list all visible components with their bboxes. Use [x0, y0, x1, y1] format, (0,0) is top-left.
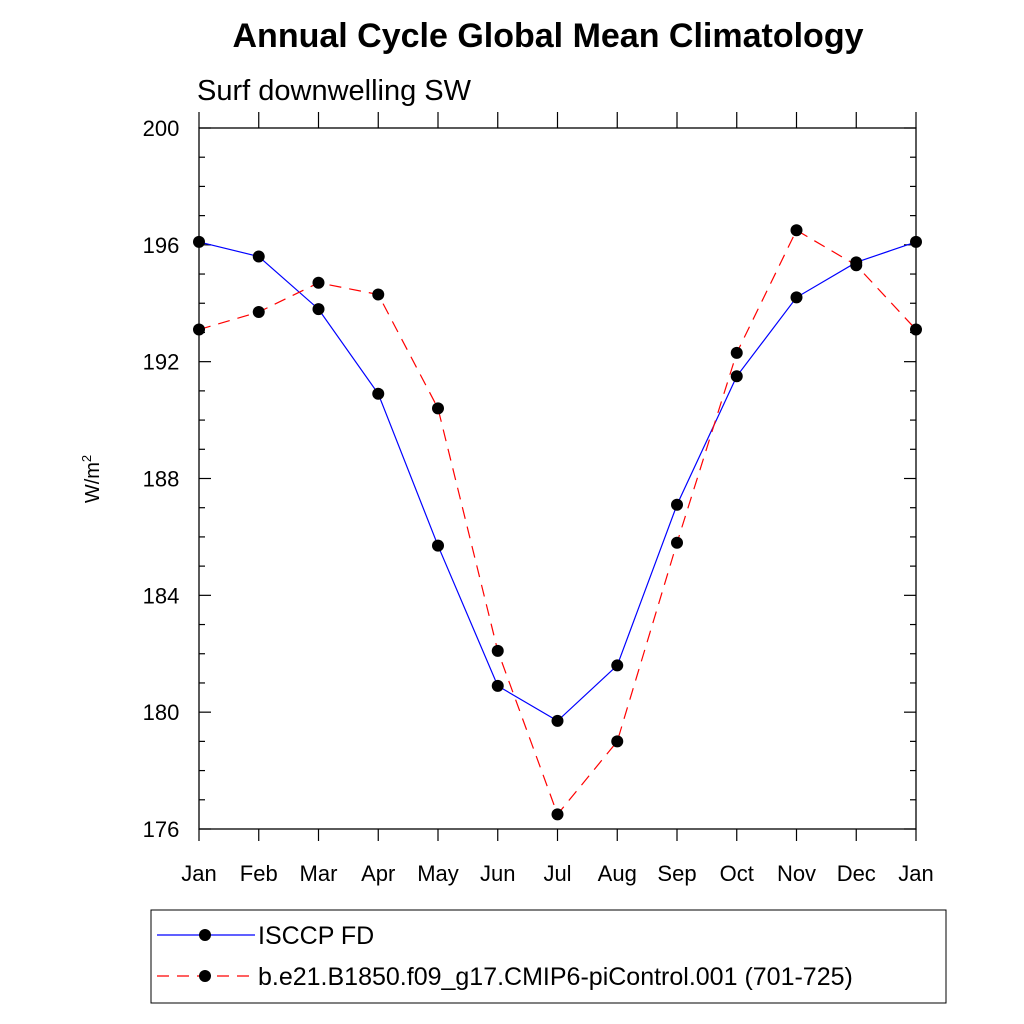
series-2-point: [372, 288, 385, 301]
series-2-point: [491, 644, 504, 657]
y-axis-label: W/m2: [79, 455, 104, 503]
series-1-point: [193, 235, 205, 248]
y-axis-tick-labels: 176 180 184 188 192 196 200: [143, 116, 180, 842]
x-tick-label: May: [417, 861, 459, 886]
x-tick-label: Sep: [657, 861, 696, 886]
series-2-point: [910, 323, 922, 336]
x-tick-label: Feb: [240, 861, 278, 886]
series-2-point: [611, 735, 624, 748]
x-tick-label: Jul: [543, 861, 571, 886]
series-2-point: [432, 402, 444, 415]
y-tick-label: 180: [143, 700, 180, 725]
series-2-point: [730, 346, 743, 359]
series-1-point: [730, 370, 743, 383]
legend: ISCCP FD b.e21.B1850.f09_g17.CMIP6-piCont…: [150, 909, 947, 1004]
y-axis-label-superscript: 2: [79, 455, 94, 462]
axis-ticks: [198, 112, 917, 841]
y-tick-label: 196: [143, 233, 180, 258]
series-1-point: [611, 659, 624, 672]
series-1-point: [790, 291, 803, 304]
legend-box: [150, 909, 947, 1004]
y-tick-label: 184: [143, 583, 180, 608]
series-1-point: [312, 303, 325, 316]
y-axis-label-text: W/m: [82, 462, 104, 503]
x-tick-label: Apr: [361, 861, 395, 886]
x-tick-label: Jun: [480, 861, 515, 886]
series-1-point: [551, 714, 564, 727]
series-line-1: [198, 241, 917, 722]
x-tick-label: Dec: [837, 861, 876, 886]
series-1-point: [910, 235, 922, 248]
x-tick-label: Nov: [777, 861, 816, 886]
legend-label-2: b.e21.B1850.f09_g17.CMIP6-piControl.001 …: [258, 963, 853, 991]
y-tick-label: 176: [143, 817, 180, 842]
series-2-point: [193, 323, 205, 336]
series-2-point: [790, 224, 803, 237]
series-1-point: [252, 250, 265, 263]
chart-title: Annual Cycle Global Mean Climatology: [233, 17, 864, 55]
x-tick-label: Oct: [720, 861, 754, 886]
legend-label-1: ISCCP FD: [258, 922, 374, 950]
x-tick-label: Jan: [898, 861, 933, 886]
legend-items: ISCCP FD b.e21.B1850.f09_g17.CMIP6-piCont…: [157, 922, 853, 991]
x-tick-label: Aug: [598, 861, 637, 886]
series-1-point: [491, 679, 504, 692]
series-1-point: [432, 539, 444, 552]
series-2-point: [850, 259, 863, 272]
series-2-point: [312, 276, 325, 289]
chart-subtitle: Surf downwelling SW: [197, 75, 472, 107]
series-layer: [193, 224, 922, 821]
series-2-point: [551, 808, 564, 821]
series-1-point: [372, 387, 385, 400]
x-tick-label: Mar: [300, 861, 338, 886]
legend-marker-1: [199, 929, 211, 941]
y-tick-label: 200: [143, 116, 180, 141]
y-tick-label: 192: [143, 350, 180, 375]
legend-marker-2: [199, 970, 211, 982]
series-1-point: [671, 498, 683, 511]
x-axis-tick-labels: Jan Feb Mar Apr May Jun Jul Aug Sep Oct Nov Dec Jan: [181, 861, 933, 886]
x-tick-label: Jan: [181, 861, 216, 886]
series-2-point: [671, 536, 683, 549]
series-2-point: [252, 306, 265, 319]
y-tick-label: 188: [143, 467, 180, 492]
